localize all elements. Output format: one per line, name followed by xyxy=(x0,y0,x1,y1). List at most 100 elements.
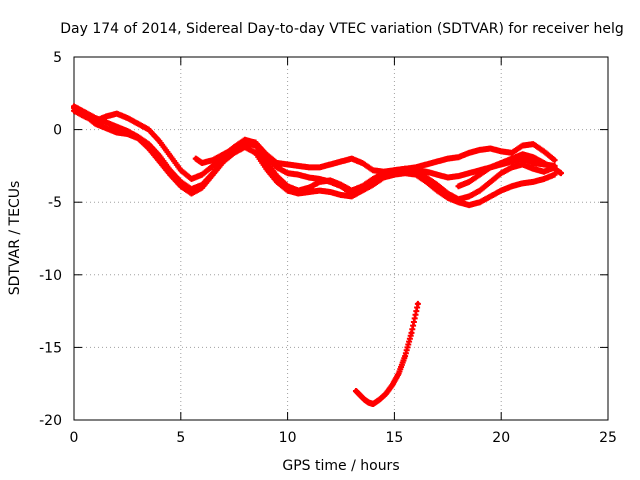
data-point xyxy=(114,130,119,135)
data-point xyxy=(396,371,401,376)
data-point xyxy=(360,160,365,166)
data-point xyxy=(274,165,280,170)
data-point xyxy=(274,160,280,166)
data-point xyxy=(103,125,109,131)
data-point xyxy=(103,120,109,125)
data-point xyxy=(445,156,450,161)
data-point xyxy=(466,202,472,208)
y-tick-label: -15 xyxy=(39,340,62,356)
data-point xyxy=(383,391,389,397)
data-point xyxy=(366,400,371,405)
data-point xyxy=(193,156,198,161)
data-point xyxy=(424,179,429,185)
data-point xyxy=(445,175,450,180)
x-tick-label: 15 xyxy=(385,430,403,446)
data-point xyxy=(541,169,547,174)
data-point xyxy=(424,169,429,174)
data-point xyxy=(466,170,472,176)
chart-title: Day 174 of 2014, Sidereal Day-to-day VTE… xyxy=(60,21,623,37)
y-tick-label: 0 xyxy=(53,123,62,139)
data-point xyxy=(434,172,440,177)
data-point xyxy=(466,194,472,199)
x-tick-label: 0 xyxy=(70,430,79,446)
data-point xyxy=(199,185,205,190)
data-point xyxy=(488,179,493,185)
series-markers xyxy=(71,107,558,203)
data-point xyxy=(338,159,344,164)
data-point xyxy=(274,179,280,185)
data-point xyxy=(317,165,322,170)
data-point xyxy=(199,160,205,166)
data-point xyxy=(541,176,547,182)
data-point xyxy=(509,165,515,170)
data-point xyxy=(349,194,354,199)
data-point xyxy=(520,143,525,148)
data-point xyxy=(541,160,547,166)
data-point xyxy=(390,382,395,388)
grid-lines xyxy=(74,57,608,420)
data-point xyxy=(210,163,216,169)
data-point xyxy=(157,139,162,144)
data-point xyxy=(413,172,418,177)
data-point xyxy=(552,157,557,163)
data-point xyxy=(253,140,258,145)
data-point xyxy=(499,188,504,193)
data-point xyxy=(146,146,151,151)
y-tick-label: -20 xyxy=(39,413,62,429)
series-track-5 xyxy=(455,151,565,190)
plot-frame xyxy=(73,56,609,421)
data-point xyxy=(221,159,226,164)
data-point xyxy=(296,191,301,196)
data-point xyxy=(466,150,472,156)
data-point xyxy=(488,194,493,199)
data-point xyxy=(328,162,333,167)
data-point xyxy=(409,330,414,336)
data-point xyxy=(242,144,248,150)
data-point xyxy=(114,111,119,116)
data-point xyxy=(221,152,226,157)
series-markers xyxy=(71,104,558,209)
data-point xyxy=(296,172,301,177)
data-point xyxy=(392,172,397,177)
data-point xyxy=(381,175,386,180)
data-point xyxy=(466,179,472,185)
data-point xyxy=(415,301,421,307)
data-point xyxy=(370,168,376,173)
data-point xyxy=(362,397,367,402)
data-point xyxy=(358,393,363,398)
data-point xyxy=(93,121,98,126)
data-point xyxy=(135,136,141,141)
data-point xyxy=(456,184,461,189)
data-point xyxy=(157,159,162,164)
data-point xyxy=(477,172,483,177)
data-point xyxy=(531,166,536,172)
data-point xyxy=(531,154,536,160)
data-point xyxy=(434,182,440,187)
data-point xyxy=(210,157,216,163)
data-point xyxy=(520,181,525,186)
data-point xyxy=(82,112,87,118)
data-point xyxy=(499,160,504,166)
data-point xyxy=(488,146,493,151)
data-point xyxy=(306,185,312,190)
data-point xyxy=(199,172,205,177)
x-tick-label: 20 xyxy=(492,430,510,446)
data-point xyxy=(135,121,141,126)
data-point xyxy=(253,150,258,156)
x-tick-label: 5 xyxy=(176,430,185,446)
data-point xyxy=(242,139,248,144)
data-point xyxy=(370,182,376,187)
data-point xyxy=(456,154,461,160)
data-point xyxy=(285,162,290,167)
data-point xyxy=(531,141,536,147)
data-point xyxy=(264,152,269,157)
data-point xyxy=(402,353,408,359)
data-point xyxy=(509,184,515,189)
data-point xyxy=(178,168,183,173)
series-track-2 xyxy=(71,107,558,203)
data-point xyxy=(167,172,173,177)
data-point xyxy=(434,159,440,164)
data-point xyxy=(189,191,194,196)
data-point xyxy=(488,165,493,170)
